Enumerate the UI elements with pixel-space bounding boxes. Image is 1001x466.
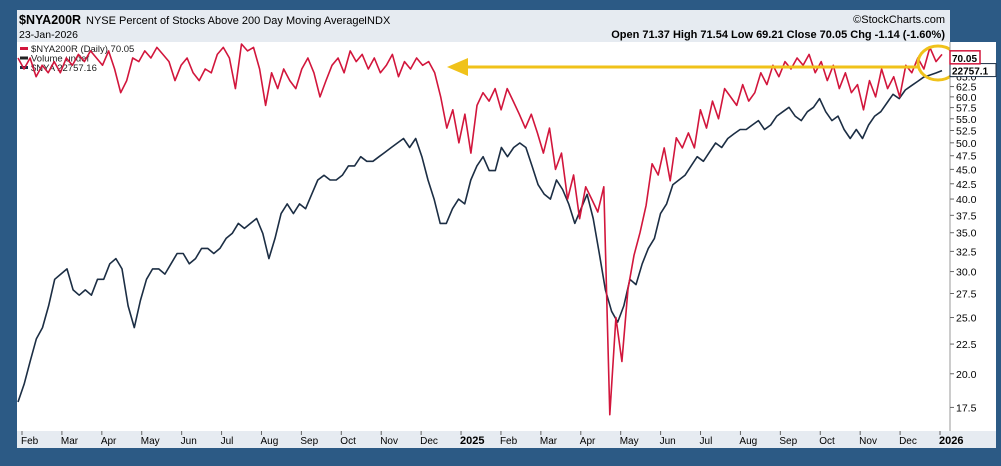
header-band bbox=[17, 10, 950, 42]
x-tick-label: 2026 bbox=[939, 435, 963, 447]
x-tick-label: Oct bbox=[340, 436, 356, 447]
y-tick-label: 42.5 bbox=[956, 179, 977, 191]
y-tick-label: 62.5 bbox=[956, 82, 977, 94]
x-tick-label: Dec bbox=[899, 436, 917, 447]
series-group bbox=[17, 43, 943, 416]
y-axis-panel bbox=[950, 42, 996, 431]
y-tick-label: 27.5 bbox=[956, 288, 977, 300]
y-tick-label: 35.0 bbox=[956, 228, 977, 240]
y-tick-label: 30.0 bbox=[956, 267, 977, 279]
last-value-breadth-text: 70.05 bbox=[952, 54, 977, 65]
legend-label: $NYA200R (Daily) 70.05 bbox=[31, 44, 134, 55]
y-tick-label: 32.5 bbox=[956, 246, 977, 258]
plot-area bbox=[17, 42, 950, 431]
x-tick-label: Mar bbox=[61, 436, 79, 447]
y-tick-label: 60.0 bbox=[956, 92, 977, 104]
legend-swatch bbox=[20, 47, 28, 50]
y-tick-label: 47.5 bbox=[956, 151, 977, 163]
legend-label: Volume undef bbox=[31, 54, 89, 65]
y-tick-label: 40.0 bbox=[956, 194, 977, 206]
annotation-arrow-head bbox=[447, 58, 468, 76]
y-tick-label: 22.5 bbox=[956, 339, 977, 351]
y-tick-label: 20.0 bbox=[956, 369, 977, 381]
x-tick-label: Mar bbox=[540, 436, 558, 447]
x-tick-label: Aug bbox=[739, 436, 757, 447]
x-tick-label: 2025 bbox=[460, 435, 484, 447]
x-tick-label: Nov bbox=[859, 436, 877, 447]
x-tick-label: Sep bbox=[300, 436, 318, 447]
series-nya-line bbox=[17, 69, 943, 403]
x-tick-label: Apr bbox=[580, 436, 596, 447]
x-tick-label: May bbox=[141, 436, 160, 447]
x-axis: Feb Mar Apr May Jun Jul Aug Sep Oct Nov Dec 2025 Feb… bbox=[21, 431, 963, 447]
y-tick-label: 55.0 bbox=[956, 114, 977, 126]
last-value-breadth: 70.05 bbox=[949, 50, 981, 65]
x-tick-label: Dec bbox=[420, 436, 438, 447]
chart-date: 23-Jan-2026 bbox=[19, 29, 78, 41]
last-value-nya-text: 22757.1 bbox=[952, 67, 989, 78]
series-nya200r-line bbox=[17, 43, 943, 416]
x-tick-label: May bbox=[620, 436, 639, 447]
y-tick-label: 57.5 bbox=[956, 103, 977, 115]
source-watermark: ©StockCharts.com bbox=[853, 14, 945, 26]
y-tick-label: 37.5 bbox=[956, 210, 977, 222]
y-tick-label: 17.5 bbox=[956, 402, 977, 414]
y-tick-label: 25.0 bbox=[956, 313, 977, 325]
x-tick-label: Apr bbox=[101, 436, 117, 447]
x-tick-label: Jul bbox=[221, 436, 234, 447]
last-value-nya: 22757.1 bbox=[949, 63, 997, 78]
x-tick-label: Jul bbox=[700, 436, 713, 447]
chart-description: NYSE Percent of Stocks Above 200 Day Mov… bbox=[86, 15, 365, 27]
x-tick-label: Oct bbox=[819, 436, 835, 447]
x-tick-label: Nov bbox=[380, 436, 398, 447]
x-tick-label: Feb bbox=[500, 436, 518, 447]
last-value-labels: 22757.1 70.05 bbox=[949, 50, 997, 78]
chart-exchange: INDX bbox=[364, 15, 391, 27]
chart-quote: Open 71.37 High 71.54 Low 69.21 Close 70… bbox=[611, 29, 945, 41]
legend-swatch bbox=[20, 56, 28, 60]
x-tick-label: Jun bbox=[181, 436, 197, 447]
y-tick-label: 45.0 bbox=[956, 164, 977, 176]
x-axis-panel bbox=[17, 431, 996, 448]
x-tick-label: Feb bbox=[21, 436, 39, 447]
y-tick-label: 50.0 bbox=[956, 138, 977, 150]
x-tick-label: Jun bbox=[660, 436, 676, 447]
legend-label: $NYA 22757.16 bbox=[31, 63, 97, 74]
y-tick-label: 52.5 bbox=[956, 126, 977, 138]
x-tick-label: Sep bbox=[779, 436, 797, 447]
x-tick-label: Aug bbox=[260, 436, 278, 447]
chart-symbol: $NYA200R bbox=[19, 13, 81, 27]
